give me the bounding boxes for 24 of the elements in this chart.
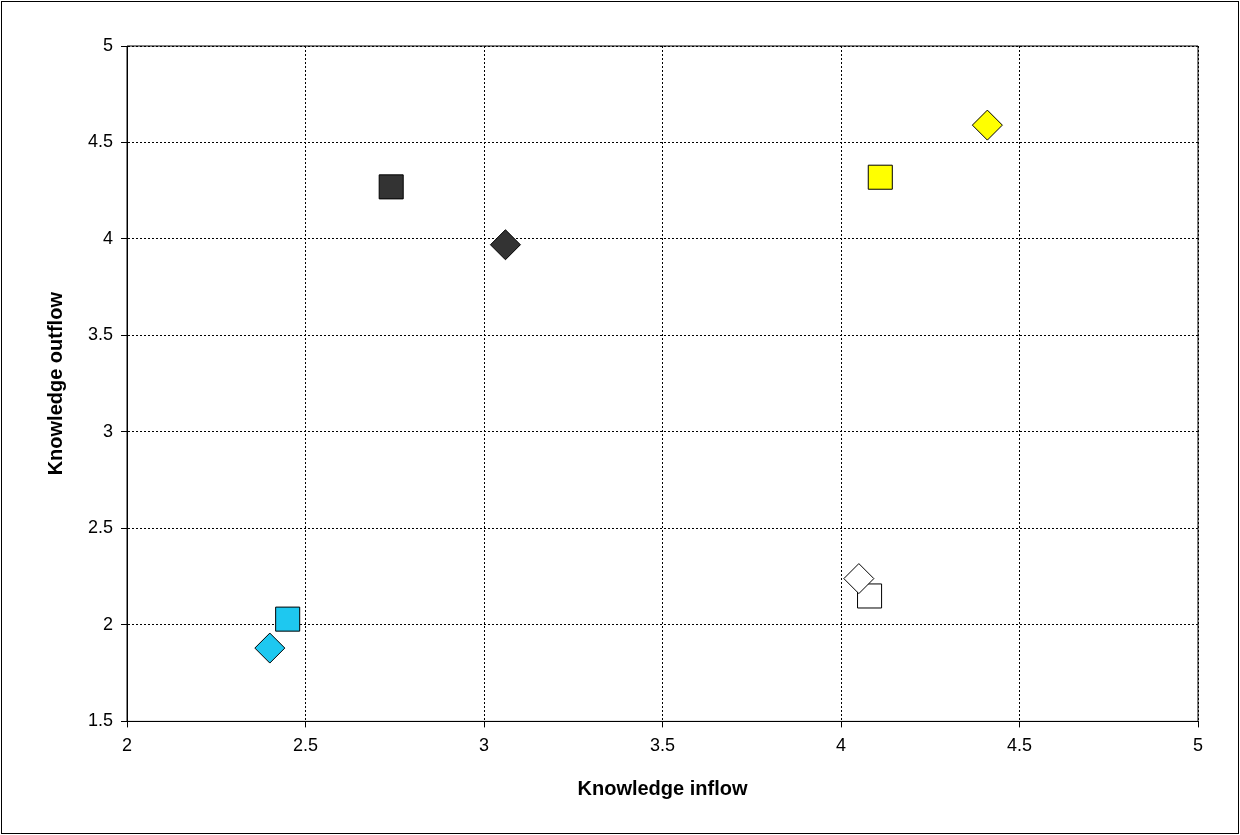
point — [489, 229, 521, 261]
point — [254, 632, 286, 664]
x-axis-title: Knowledge inflow — [577, 776, 748, 799]
point — [378, 174, 404, 200]
point — [867, 164, 893, 190]
y-tick-label: 3 — [103, 420, 114, 441]
x-tick-label: 4.5 — [1006, 735, 1033, 756]
y-tick-label: 3.5 — [87, 324, 114, 345]
y-tick-label: 5 — [103, 34, 114, 55]
x-tick-label: 5 — [1192, 735, 1204, 756]
y-tick-label: 2 — [103, 613, 114, 634]
x-tick-label: 2.5 — [293, 735, 319, 756]
y-tick-label: 4 — [103, 227, 114, 248]
x-tick-label: 3 — [479, 735, 490, 756]
y-tick-label: 2.5 — [87, 517, 114, 538]
point — [275, 606, 301, 632]
y-axis-title: Knowledge outflow — [43, 291, 66, 476]
point — [843, 563, 875, 595]
x-tick-label: 2 — [122, 735, 133, 756]
x-tick-label: 3.5 — [650, 735, 676, 756]
point — [971, 109, 1003, 141]
y-tick-label: 1.5 — [87, 710, 114, 731]
x-tick-label: 4 — [836, 735, 847, 756]
y-tick-label: 4.5 — [87, 131, 114, 152]
